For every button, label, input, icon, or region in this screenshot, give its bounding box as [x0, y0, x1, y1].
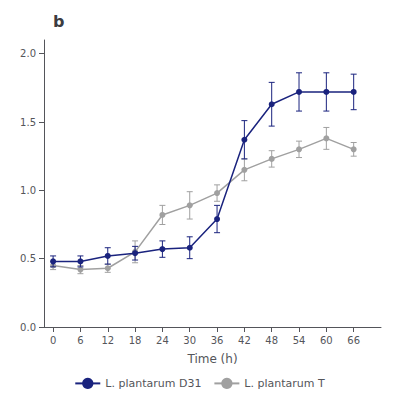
svg-text:18: 18: [129, 335, 142, 346]
svg-text:36: 36: [211, 335, 224, 346]
svg-text:54: 54: [293, 335, 306, 346]
svg-text:60: 60: [320, 335, 333, 346]
svg-text:Time (h): Time (h): [186, 352, 237, 366]
svg-text:0: 0: [50, 335, 56, 346]
svg-text:b: b: [53, 12, 64, 31]
svg-text:1.5: 1.5: [20, 117, 36, 128]
svg-text:48: 48: [265, 335, 278, 346]
svg-text:24: 24: [156, 335, 169, 346]
svg-text:12: 12: [101, 335, 114, 346]
svg-text:1.0: 1.0: [20, 185, 36, 196]
svg-text:0.5: 0.5: [20, 253, 36, 264]
svg-text:6: 6: [77, 335, 83, 346]
svg-text:L. plantarum T: L. plantarum T: [244, 377, 325, 390]
svg-text:0.0: 0.0: [20, 322, 36, 333]
svg-text:30: 30: [183, 335, 196, 346]
svg-text:66: 66: [347, 335, 360, 346]
svg-text:2.0: 2.0: [20, 48, 36, 59]
svg-text:L. plantarum D31: L. plantarum D31: [105, 377, 201, 390]
svg-text:42: 42: [238, 335, 251, 346]
